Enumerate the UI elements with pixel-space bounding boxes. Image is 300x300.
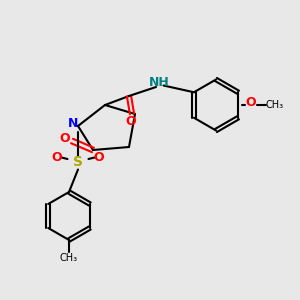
- Text: CH₃: CH₃: [60, 253, 78, 263]
- Text: O: O: [59, 131, 70, 145]
- Text: O: O: [245, 95, 256, 109]
- Text: O: O: [94, 151, 104, 164]
- Text: O: O: [125, 115, 136, 128]
- Text: O: O: [52, 151, 62, 164]
- Text: N: N: [68, 116, 79, 130]
- Text: NH: NH: [148, 76, 170, 89]
- Text: CH₃: CH₃: [266, 100, 284, 110]
- Text: S: S: [73, 155, 83, 169]
